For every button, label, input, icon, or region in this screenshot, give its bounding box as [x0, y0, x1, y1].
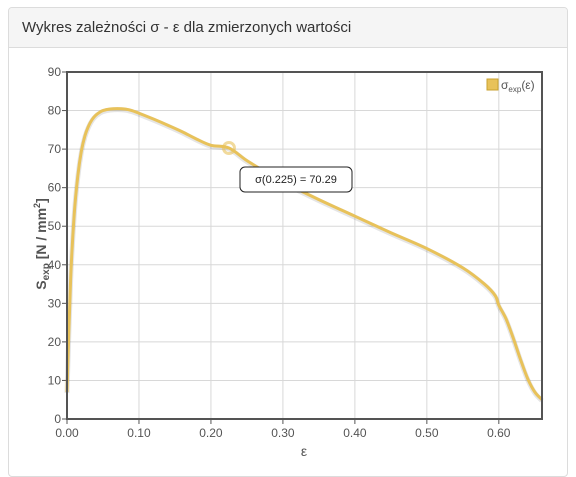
x-tick-label: 0.00: [55, 426, 79, 440]
x-tick-label: 0.50: [415, 426, 439, 440]
y-tick-label: 20: [48, 335, 62, 349]
y-tick-label: 40: [48, 258, 62, 272]
y-tick-label: 30: [48, 296, 62, 310]
chart-series[interactable]: [64, 107, 544, 403]
panel-heading: Wykres zależności σ - ε dla zmierzonych …: [9, 8, 567, 48]
legend-label: σexp(ε): [501, 78, 535, 94]
y-tick-label: 80: [48, 104, 62, 118]
y-tick-label: 50: [48, 219, 62, 233]
legend-swatch: [486, 78, 499, 91]
chart-grid: [66, 71, 542, 420]
stress-strain-chart[interactable]: 0.00 0.10 0.20 0.30 0.40 0.50 0.60 0 10 20 30 40 50 6…: [0, 0, 576, 462]
y-tick-label: 10: [48, 373, 62, 387]
y-tick-label: 0: [54, 412, 61, 426]
series-line-shadow: [64, 107, 544, 403]
y-axis-title: Sexp [N / mm2]: [32, 198, 52, 290]
tooltip-text: σ(0.225) = 70.29: [255, 174, 337, 186]
chart-panel: Wykres zależności σ - ε dla zmierzonych …: [8, 7, 568, 477]
x-tick-label: 0.20: [199, 426, 223, 440]
x-tick-label: 0.60: [487, 426, 511, 440]
x-tick-label: 0.40: [343, 426, 367, 440]
x-tick-label: 0.30: [271, 426, 295, 440]
plot-border: [66, 71, 543, 420]
panel-title: Wykres zależności σ - ε dla zmierzonych …: [22, 19, 352, 36]
x-tick-label: 0.10: [127, 426, 151, 440]
legend[interactable]: σexp(ε): [486, 78, 535, 94]
chart-ticks: 0.00 0.10 0.20 0.30 0.40 0.50 0.60 0 10 20 30 40 50 6…: [48, 65, 511, 440]
y-tick-label: 60: [48, 181, 62, 195]
y-tick-label: 90: [48, 65, 62, 79]
x-axis-title: ε: [301, 443, 307, 459]
tooltip-box: [239, 166, 353, 193]
series-line[interactable]: [65, 107, 544, 401]
hover-point: [221, 140, 236, 155]
tooltip: σ(0.225) = 70.29: [239, 166, 353, 193]
y-tick-label: 70: [48, 142, 62, 156]
chart-hover-marker: [221, 140, 236, 155]
